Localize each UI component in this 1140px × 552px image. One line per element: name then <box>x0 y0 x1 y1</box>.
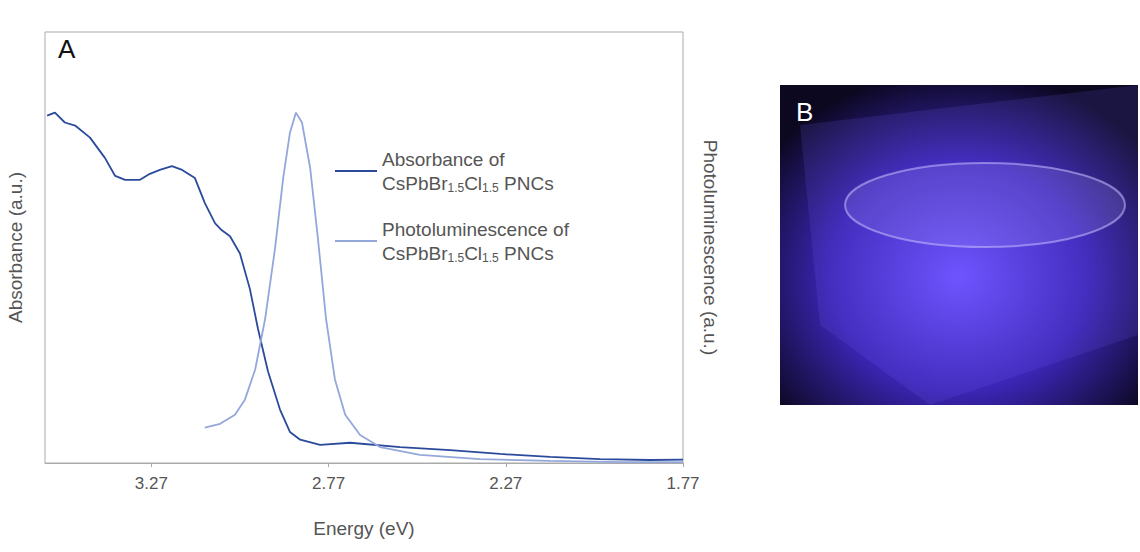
svg-text:Cl: Cl <box>464 243 482 264</box>
svg-text:2.27: 2.27 <box>489 474 522 493</box>
svg-text:1.5: 1.5 <box>482 251 499 265</box>
svg-text:Absorbance (a.u.): Absorbance (a.u.) <box>5 172 26 323</box>
svg-text:Cl: Cl <box>464 173 482 194</box>
svg-text:Photoluminescence of: Photoluminescence of <box>382 219 570 240</box>
svg-text:1.5: 1.5 <box>447 181 464 195</box>
svg-text:B: B <box>796 97 813 127</box>
svg-text:A: A <box>58 34 76 64</box>
svg-text:PNCs: PNCs <box>499 173 554 194</box>
svg-text:Absorbance of: Absorbance of <box>382 149 505 170</box>
svg-text:Photoluminescence (a.u.): Photoluminescence (a.u.) <box>700 140 721 355</box>
svg-text:2.77: 2.77 <box>312 474 345 493</box>
svg-text:1.5: 1.5 <box>447 251 464 265</box>
svg-text:CsPbBr: CsPbBr <box>382 243 448 264</box>
svg-text:Energy (eV): Energy (eV) <box>313 518 414 539</box>
svg-text:3.27: 3.27 <box>135 474 168 493</box>
svg-text:1.77: 1.77 <box>666 474 699 493</box>
svg-text:CsPbBr: CsPbBr <box>382 173 448 194</box>
svg-text:PNCs: PNCs <box>499 243 554 264</box>
svg-text:1.5: 1.5 <box>482 181 499 195</box>
